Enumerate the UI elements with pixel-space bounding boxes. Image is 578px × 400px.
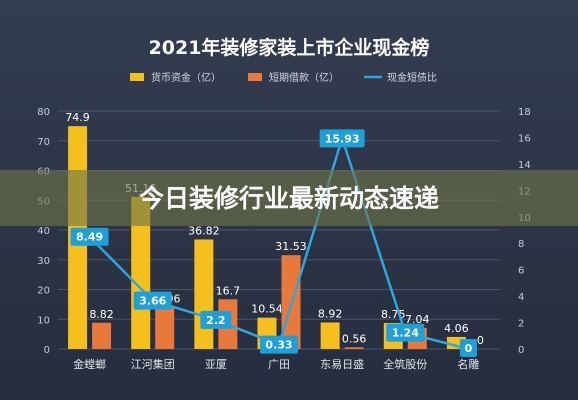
cash-ratio-label: 0.33 <box>260 335 298 354</box>
left-axis-tick-label: 0 <box>44 345 50 356</box>
right-axis-tick-label: 4 <box>518 292 524 303</box>
left-axis-tick-label: 80 <box>37 107 50 118</box>
category-label: 广田 <box>268 358 290 371</box>
left-axis-tick-label: 20 <box>37 286 50 297</box>
category-label: 全筑股份 <box>383 357 427 371</box>
overlay-banner: 今日装修行业最新动态速递 <box>0 170 578 226</box>
legend-item: 短期借款（亿） <box>248 71 339 84</box>
cash-ratio-label-box <box>386 323 425 342</box>
cash-bar <box>131 196 151 349</box>
loan-bar-label: 31.53 <box>275 240 307 253</box>
cash-ratio-label-text: 15.93 <box>325 132 360 145</box>
cash-bar-label: 10.54 <box>251 303 283 316</box>
legend-item: 现金短债比 <box>364 71 437 84</box>
cash-bar <box>194 239 214 349</box>
legend-label: 货币资金（亿） <box>151 71 221 84</box>
left-axis-tick-label: 70 <box>37 137 50 148</box>
cash-ratio-label-text: 2.2 <box>206 314 226 327</box>
cash-ratio-label-text: 0 <box>465 342 473 355</box>
right-axis-tick-label: 0 <box>518 345 524 356</box>
right-axis-tick-label: 8 <box>518 239 524 250</box>
overlay-headline: 今日装修行业最新动态速递 <box>139 184 439 213</box>
cash-ratio-label: 3.66 <box>133 291 172 310</box>
category-label: 名雕 <box>457 357 479 371</box>
legend: 货币资金（亿） 短期借款（亿） 现金短债比 <box>130 71 437 84</box>
left-axis-tick-label: 40 <box>37 226 50 237</box>
left-axis-tick-label: 30 <box>37 256 50 267</box>
cash-ratio-label-box <box>133 291 172 310</box>
cash-ratio-label-box <box>200 310 232 329</box>
loan-bar-label: 7.04 <box>405 313 430 326</box>
left-axis: 01020304050607080 <box>37 107 50 356</box>
legend-label: 短期借款（亿） <box>269 71 339 84</box>
chart-title: 2021年装修家装上市企业现金榜 <box>149 36 430 59</box>
cash-ratio-label-text: 8.49 <box>76 231 103 244</box>
legend-swatch <box>248 73 262 81</box>
short-term-loan-bar <box>344 347 364 349</box>
cash-bar <box>320 322 340 349</box>
category-label: 金螳螂 <box>73 357 106 371</box>
cash-ratio-label: 1.24 <box>386 323 425 342</box>
legend-label: 现金短债比 <box>387 71 437 84</box>
loan-bar-label: 0.56 <box>342 332 367 345</box>
cash-bar-label: 4.06 <box>444 322 469 335</box>
right-axis-tick-label: 16 <box>518 133 531 144</box>
category-label: 江河集团 <box>131 357 175 371</box>
cash-ratio-label-text: 1.24 <box>392 327 419 340</box>
loan-bar-label: 16.7 <box>216 284 241 297</box>
legend-swatch <box>130 73 144 81</box>
cash-ratio-label: 15.93 <box>319 129 365 148</box>
cash-ratio-label-box <box>319 129 365 148</box>
left-axis-tick-label: 10 <box>37 315 50 326</box>
legend-item: 货币资金（亿） <box>130 71 221 84</box>
cash-ratio-label: 0 <box>459 339 477 357</box>
right-axis-tick-label: 18 <box>518 107 531 118</box>
cash-ratio-label-box <box>459 339 477 357</box>
right-axis-tick-label: 2 <box>518 319 524 330</box>
cash-bar-label: 36.82 <box>188 224 220 237</box>
loan-bar-label: 0 <box>477 334 484 347</box>
right-axis-tick-label: 6 <box>518 266 524 277</box>
cash-ratio-label-box <box>70 227 109 246</box>
ratio-line-layer: 8.49 3.66 2.2 0.33 15.93 1.24 0 <box>70 129 477 357</box>
category-label: 东易日盛 <box>320 357 364 371</box>
loan-bar-label: 8.82 <box>89 308 114 321</box>
right-axis-tick-label: 14 <box>518 160 531 171</box>
cash-bar-label: 8.92 <box>318 307 343 320</box>
category-label: 亚厦 <box>205 358 227 371</box>
cash-ratio-label: 2.2 <box>200 310 232 329</box>
cash-ratio-label-text: 0.33 <box>265 339 292 352</box>
cash-ratio-label-text: 3.66 <box>139 295 166 308</box>
short-term-loan-bar <box>92 322 112 349</box>
category-labels: 金螳螂 江河集团 亚厦 广田 东易日盛 全筑股份 名雕 <box>73 357 479 371</box>
cash-ratio-label-box <box>260 335 298 354</box>
overlay-band <box>0 170 578 226</box>
cash-bar-label: 74.9 <box>65 111 90 124</box>
cash-ratio-label: 8.49 <box>70 227 109 246</box>
short-term-loan-bar <box>155 307 175 349</box>
